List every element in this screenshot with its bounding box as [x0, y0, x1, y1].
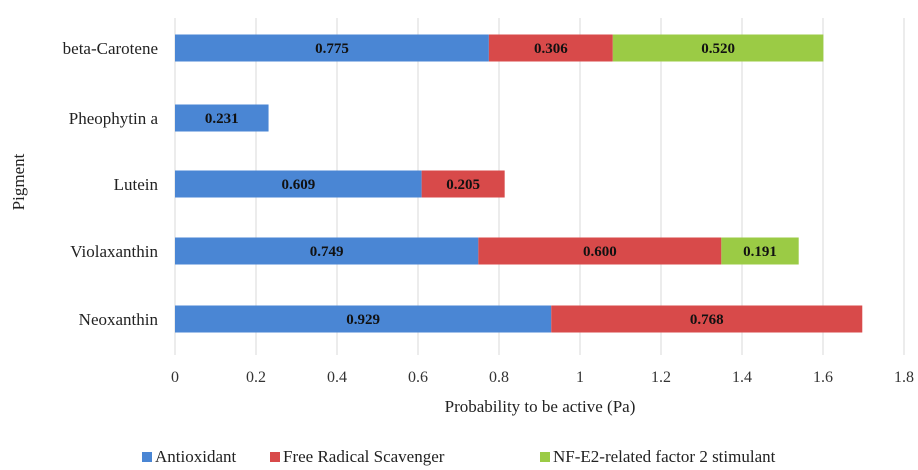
bar-segment [175, 34, 489, 62]
legend-swatch [270, 452, 280, 462]
category-label: Lutein [114, 175, 159, 194]
x-tick-label: 1.8 [894, 369, 914, 386]
x-tick-label: 1.4 [732, 369, 752, 386]
data-label: 0.929 [346, 312, 380, 328]
bar-segment [175, 104, 269, 132]
bar-segment [551, 305, 863, 333]
data-label: 0.306 [534, 41, 568, 57]
data-label: 0.609 [281, 177, 315, 193]
x-tick-label: 0.2 [246, 369, 266, 386]
category-labels: beta-Carotene Pheophytin a Lutein Violaxant… [63, 39, 159, 329]
x-tick-label: 1.6 [813, 369, 833, 386]
data-label: 0.205 [446, 177, 480, 193]
data-label: 0.600 [583, 244, 617, 260]
data-label: 0.775 [315, 41, 349, 57]
data-label: 0.520 [701, 41, 735, 57]
bar-segment [421, 170, 505, 198]
x-tick-label: 1.2 [651, 369, 671, 386]
x-tick-label: 0.6 [408, 369, 428, 386]
bar-segment [612, 34, 824, 62]
legend-label: NF-E2-related factor 2 stimulant [553, 447, 776, 466]
legend-swatch [142, 452, 152, 462]
category-label: Pheophytin a [69, 109, 159, 128]
legend-swatch [540, 452, 550, 462]
bar-segment [175, 305, 552, 333]
bars [175, 34, 863, 333]
x-tick-label: 1 [576, 369, 584, 386]
y-axis-title: Pigment [9, 153, 28, 210]
x-axis-title: Probability to be active (Pa) [445, 397, 636, 416]
x-tick-label: 0 [171, 369, 179, 386]
legend-label: Antioxidant [155, 447, 236, 466]
x-tick-label: 0.4 [327, 369, 347, 386]
data-label: 0.768 [690, 312, 724, 328]
legend-label: Free Radical Scavenger [283, 447, 445, 466]
data-label: 0.231 [205, 111, 239, 127]
category-label: Violaxanthin [70, 242, 158, 261]
category-label: Neoxanthin [79, 310, 159, 329]
x-tick-labels: 0 0.2 0.4 0.6 0.8 1 1.2 1.4 1.6 1.8 [171, 369, 914, 386]
category-label: beta-Carotene [63, 39, 158, 58]
bar-segment [175, 170, 422, 198]
legend: Antioxidant Free Radical Scavenger NF-E2-r… [142, 447, 776, 466]
data-label: 0.191 [743, 244, 777, 260]
data-label: 0.749 [310, 244, 344, 260]
bar-segment [175, 237, 479, 265]
bar-segment [488, 34, 613, 62]
x-tick-label: 0.8 [489, 369, 509, 386]
bar-segment [721, 237, 799, 265]
bar-segment [478, 237, 722, 265]
data-labels: 0.775 0.306 0.520 0.231 0.609 0.205 0.749 0.600… [205, 41, 777, 328]
